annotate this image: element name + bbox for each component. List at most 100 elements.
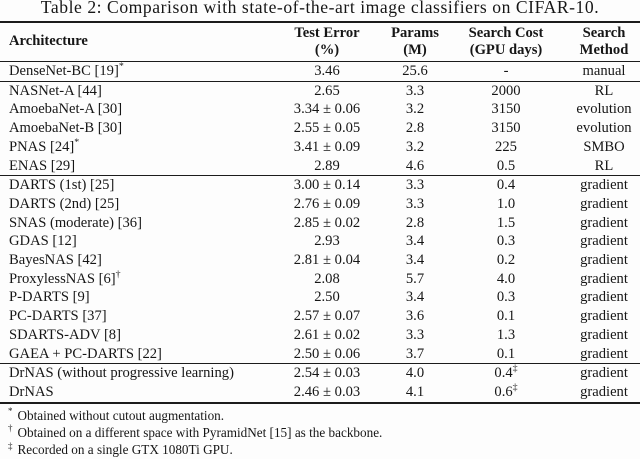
cell-search-method: gradient	[568, 175, 640, 195]
cell-architecture: PNAS [24]*	[9, 137, 80, 155]
table-row: PC-DARTS [37] 2.57 ± 0.07 3.6 0.1 gradient	[0, 307, 640, 326]
cell-search-cost: 0.4‡	[444, 363, 568, 383]
cell-test-error: 3.34 ± 0.06	[293, 101, 361, 118]
cell-search-cost: 1.0	[496, 195, 516, 212]
table-row: DARTS (2nd) [25] 2.76 ± 0.09 3.3 1.0 gradien…	[0, 195, 640, 214]
cell-test-error: 2.50	[314, 289, 340, 306]
cell-architecture: ENAS [29]	[9, 157, 76, 174]
footnote-double-dagger-text: Recorded on a single GTX 1080Ti GPU.	[17, 442, 233, 458]
cell-params: 2.8	[405, 120, 425, 137]
cell-params: 3.6	[405, 308, 425, 325]
cell-params: 3.3	[386, 80, 444, 101]
cell-search-cost: 1.3	[496, 326, 516, 343]
cell-search-method: RL	[568, 80, 640, 101]
cell-params: 3.3	[405, 195, 425, 212]
table-row: DenseNet-BC [19]* 3.46 25.6 - manual	[0, 62, 640, 82]
cell-search-method: gradient	[580, 326, 628, 343]
cell-architecture: AmoebaNet-A [30]	[9, 101, 123, 118]
header-architecture: Architecture	[0, 22, 268, 62]
cell-params: 3.3	[386, 175, 444, 195]
cell-search-method: gradient	[580, 345, 628, 362]
footnote-marker: *	[118, 61, 124, 73]
cell-architecture: P-DARTS [9]	[9, 289, 90, 306]
cell-test-error: 2.93	[314, 233, 340, 250]
cell-search-method: SMBO	[583, 138, 625, 155]
cell-search-method: gradient	[580, 233, 628, 250]
header-row: Architecture Test Error (%) Params (M) S…	[0, 22, 640, 62]
cell-architecture: AmoebaNet-B [30]	[9, 120, 123, 137]
footnote-double-dagger: ‡ Recorded on a single GTX 1080Ti GPU.	[8, 441, 640, 458]
table-row: SNAS (moderate) [36] 2.85 ± 0.02 2.8 1.5 gra…	[0, 214, 640, 233]
cell-search-method: gradient	[568, 363, 640, 383]
table-row: AmoebaNet-B [30] 2.55 ± 0.05 2.8 3150 evolut…	[0, 119, 640, 138]
cell-search-method: gradient	[580, 270, 628, 287]
cell-architecture: SDARTS-ADV [8]	[9, 326, 121, 343]
cell-architecture: GAEA + PC-DARTS [22]	[9, 345, 162, 362]
cell-architecture: ProxylessNAS [6]†	[9, 269, 121, 287]
table-row: PNAS [24]* 3.41 ± 0.09 3.2 225 SMBO	[0, 138, 640, 157]
table-row: ProxylessNAS [6]† 2.08 5.7 4.0 gradient	[0, 270, 640, 289]
cell-search-cost: 3150	[491, 101, 521, 118]
footnote-marker: †	[115, 269, 121, 280]
cell-test-error: 2.57 ± 0.07	[293, 308, 361, 325]
cell-params: 4.6	[405, 157, 425, 174]
cell-search-method: manual	[582, 63, 626, 79]
table-row: NASNet-A [44] 2.65 3.3 2000 RL	[0, 80, 640, 101]
table-row: DARTS (1st) [25] 3.00 ± 0.14 3.3 0.4 gradien…	[0, 175, 640, 195]
footnote-star: * Obtained without cutout augmentation.	[8, 407, 640, 424]
cell-params: 4.0	[386, 363, 444, 383]
header-search-method-line1: Search	[582, 25, 626, 41]
cell-test-error: 3.41 ± 0.09	[293, 138, 361, 155]
footnotes: * Obtained without cutout augmentation. †…	[0, 407, 640, 459]
cell-test-error: 2.85 ± 0.02	[293, 214, 361, 231]
cell-search-method: gradient	[580, 383, 628, 400]
cell-params: 25.6	[402, 63, 428, 79]
footnote-marker: *	[74, 137, 80, 148]
cell-search-method: gradient	[580, 214, 628, 231]
table-row: ENAS [29] 2.89 4.6 0.5 RL	[0, 157, 640, 176]
cell-search-method: gradient	[580, 252, 628, 269]
footnote-double-dagger-marker: ‡	[8, 440, 13, 451]
footnote-star-marker: *	[8, 406, 13, 417]
cell-architecture: DrNAS (without progressive learning)	[0, 363, 268, 383]
header-params-line1: Params	[391, 25, 439, 41]
cell-search-cost: 0.1	[496, 345, 516, 362]
cell-search-cost: 0.5	[496, 157, 516, 174]
cell-search-cost: 225	[495, 138, 517, 155]
cell-params: 3.2	[405, 138, 425, 155]
table-row: P-DARTS [9] 2.50 3.4 0.3 gradient	[0, 288, 640, 307]
footnote-dagger: † Obtained on a different space with Pyra…	[8, 424, 640, 441]
cell-test-error: 2.89	[314, 157, 340, 174]
cell-architecture: DARTS (2nd) [25]	[9, 195, 120, 212]
cell-search-cost: 0.2	[496, 252, 516, 269]
header-test-error-line1: Test Error	[294, 25, 360, 41]
cell-search-method: gradient	[580, 308, 628, 325]
header-params: Params (M)	[386, 22, 444, 62]
cell-params: 3.4	[405, 233, 425, 250]
cell-test-error: 3.00 ± 0.14	[268, 175, 386, 195]
header-test-error-line2: (%)	[314, 41, 340, 58]
header-search-cost-line1: Search Cost	[468, 25, 544, 41]
footnote-marker: ‡	[512, 363, 518, 375]
cell-params: 5.7	[405, 270, 425, 287]
table-row: BayesNAS [42] 2.81 ± 0.04 3.4 0.2 gradient	[0, 251, 640, 270]
header-params-line2: (M)	[403, 41, 427, 58]
cell-search-cost: 0.4	[444, 175, 568, 195]
cell-architecture: BayesNAS [42]	[9, 252, 102, 269]
cell-search-method: evolution	[576, 101, 632, 118]
cell-test-error: 2.54 ± 0.03	[268, 363, 386, 383]
cell-params: 3.2	[405, 101, 425, 118]
cell-architecture: DenseNet-BC [19]*	[9, 61, 124, 79]
cell-params: 2.8	[405, 214, 425, 231]
cell-search-cost: 0.1	[496, 308, 516, 325]
cell-test-error: 2.50 ± 0.06	[293, 345, 361, 362]
cell-search-cost: -	[503, 63, 509, 79]
cell-search-cost: 3150	[491, 120, 521, 137]
table-header: Architecture Test Error (%) Params (M) S…	[0, 22, 640, 62]
cell-search-method: gradient	[580, 195, 628, 212]
table-row: DrNAS 2.46 ± 0.03 4.1 0.6‡ gradient	[0, 383, 640, 403]
cell-params: 4.1	[405, 383, 425, 400]
cell-test-error: 2.46 ± 0.03	[293, 383, 361, 400]
table-caption: Table 2: Comparison with state-of-the-ar…	[40, 0, 600, 17]
